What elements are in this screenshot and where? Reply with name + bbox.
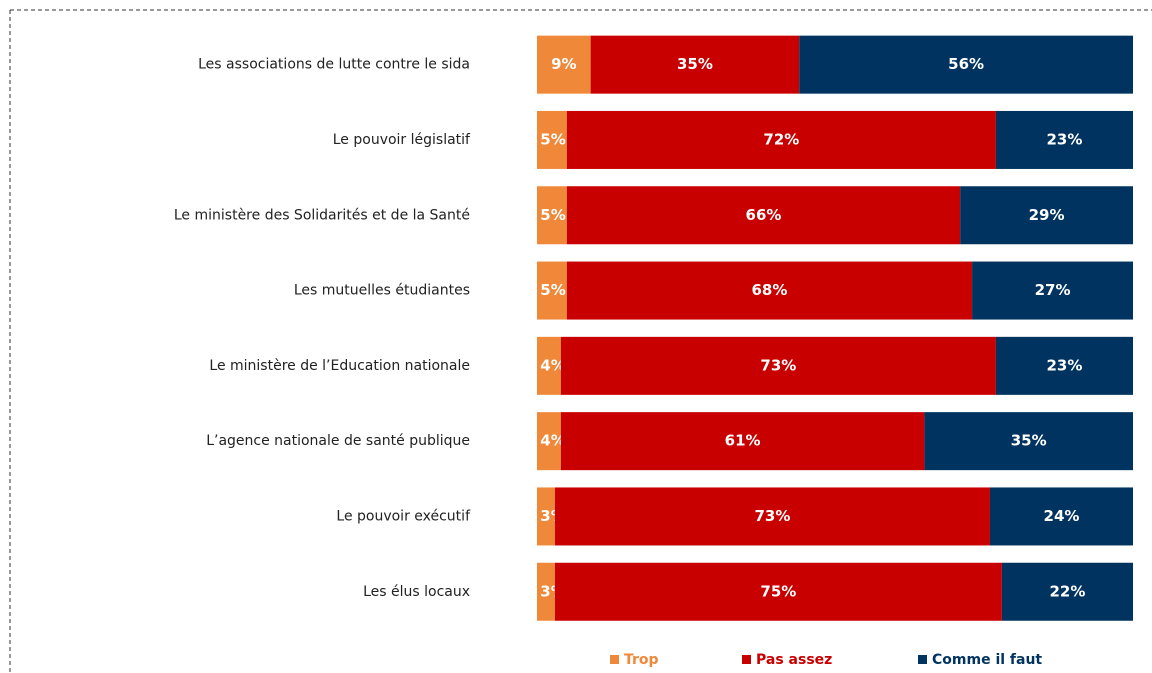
bar-segment — [554, 562, 1002, 621]
bar-segment — [799, 35, 1133, 94]
value-label: 75% — [760, 582, 796, 600]
legend-swatch — [742, 655, 751, 664]
value-label: 35% — [677, 55, 713, 73]
value-label: 73% — [754, 507, 790, 525]
bar-segment — [590, 35, 800, 94]
bar-segment — [537, 412, 561, 471]
legend-swatch — [610, 655, 619, 664]
bar-segment — [554, 487, 990, 546]
bar-segment — [566, 186, 961, 245]
bar-segment — [537, 261, 567, 320]
value-label: 27% — [1035, 281, 1071, 299]
bar-segment — [995, 336, 1133, 395]
value-label: 4% — [540, 356, 565, 374]
category-label: Les élus locaux — [363, 584, 470, 600]
bar-segment — [537, 110, 567, 169]
legend-swatch — [918, 655, 927, 664]
category-label: Les associations de lutte contre le sida — [198, 57, 470, 73]
bar-segment — [537, 186, 567, 245]
value-label: 66% — [746, 206, 782, 224]
bar-segment — [537, 35, 591, 94]
bar-segment — [537, 487, 555, 546]
value-label: 23% — [1047, 356, 1083, 374]
bar-segment — [960, 186, 1133, 245]
value-label: 73% — [760, 356, 796, 374]
value-label: 5% — [540, 206, 565, 224]
bar-segment — [972, 261, 1133, 320]
value-label: 4% — [540, 432, 565, 450]
value-label: 5% — [540, 130, 565, 148]
bar-segment — [537, 336, 561, 395]
bar-segment — [995, 110, 1133, 169]
bar-segment — [560, 412, 925, 471]
category-label: Le ministère des Solidarités et de la Sa… — [174, 207, 470, 223]
bar-segment — [1001, 562, 1133, 621]
bar-segment — [989, 487, 1133, 546]
category-label: Le ministère de l’Education nationale — [209, 358, 470, 374]
value-label: 35% — [1011, 432, 1047, 450]
category-label: Le pouvoir exécutif — [336, 508, 471, 524]
bar-segment — [924, 412, 1133, 471]
value-label: 68% — [751, 281, 787, 299]
bar-segment — [566, 261, 973, 320]
value-label: 56% — [948, 55, 984, 73]
bar-segment — [560, 336, 996, 395]
legend-label: Comme il faut — [932, 652, 1042, 668]
value-label: 9% — [551, 55, 576, 73]
value-label: 24% — [1044, 507, 1080, 525]
bar-segment — [566, 110, 996, 169]
value-label: 72% — [763, 130, 799, 148]
category-label: Le pouvoir législatif — [333, 132, 471, 148]
value-label: 23% — [1047, 130, 1083, 148]
value-label: 5% — [540, 281, 565, 299]
category-label: L’agence nationale de santé publique — [206, 433, 470, 449]
value-label: 22% — [1049, 582, 1085, 600]
legend-label: Pas assez — [756, 652, 832, 668]
value-label: 29% — [1029, 206, 1065, 224]
value-label: 61% — [725, 432, 761, 450]
bar-segment — [537, 562, 555, 621]
category-label: Les mutuelles étudiantes — [294, 283, 470, 299]
legend-label: Trop — [624, 652, 659, 668]
